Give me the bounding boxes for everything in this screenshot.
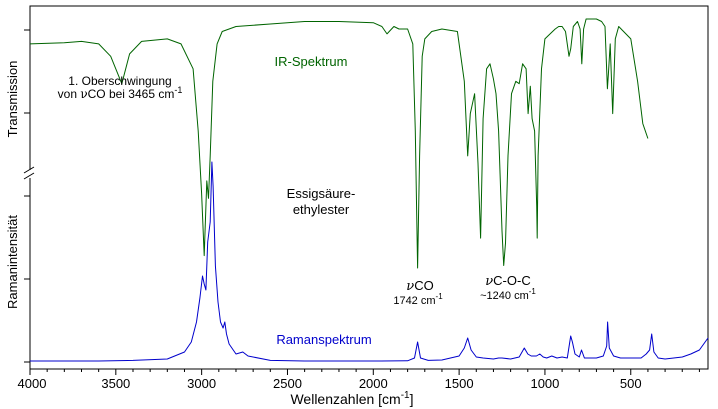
y-axis-label-ir: Transmission <box>5 61 20 138</box>
x-tick-label: 500 <box>620 376 642 391</box>
x-axis-label: Wellenzahlen [cm-1] <box>290 390 413 407</box>
vco-label: νCO <box>406 278 433 294</box>
x-tick-label: 3000 <box>187 376 216 391</box>
y-ticks <box>24 29 30 363</box>
raman-series-label: Ramanspektrum <box>276 332 371 347</box>
x-tick-label: 1000 <box>530 376 559 391</box>
axis-break-mark <box>23 166 36 180</box>
x-tick-label: 4000 <box>18 376 47 391</box>
ir-series-label: IR-Spektrum <box>275 54 348 69</box>
overtone-annotation-line1: 1. Oberschwingung <box>68 74 171 88</box>
ir-spectrum-line <box>29 18 649 269</box>
plot-frame <box>29 5 709 370</box>
x-tick-label: 2000 <box>359 376 388 391</box>
vco-position: 1742 cm-1 <box>393 292 443 307</box>
compound-name-line1: Essigsäure- <box>287 186 356 201</box>
x-tick-label: 2500 <box>273 376 302 391</box>
x-axis-ticks: 4000 3500 3000 2500 2000 1500 1000 500 <box>18 369 700 391</box>
vcoc-position: ~1240 cm-1 <box>480 287 536 302</box>
compound-name-line2: ethylester <box>293 202 350 217</box>
vcoc-label: νC-O-C <box>485 273 530 289</box>
x-tick-label: 3500 <box>101 376 130 391</box>
raman-spectrum-line <box>30 161 709 362</box>
y-axis-label-raman: Ramanintensität <box>5 215 20 309</box>
x-tick-label: 1500 <box>445 376 474 391</box>
overtone-annotation-line2: von νCO bei 3465 cm-1 <box>58 85 183 101</box>
